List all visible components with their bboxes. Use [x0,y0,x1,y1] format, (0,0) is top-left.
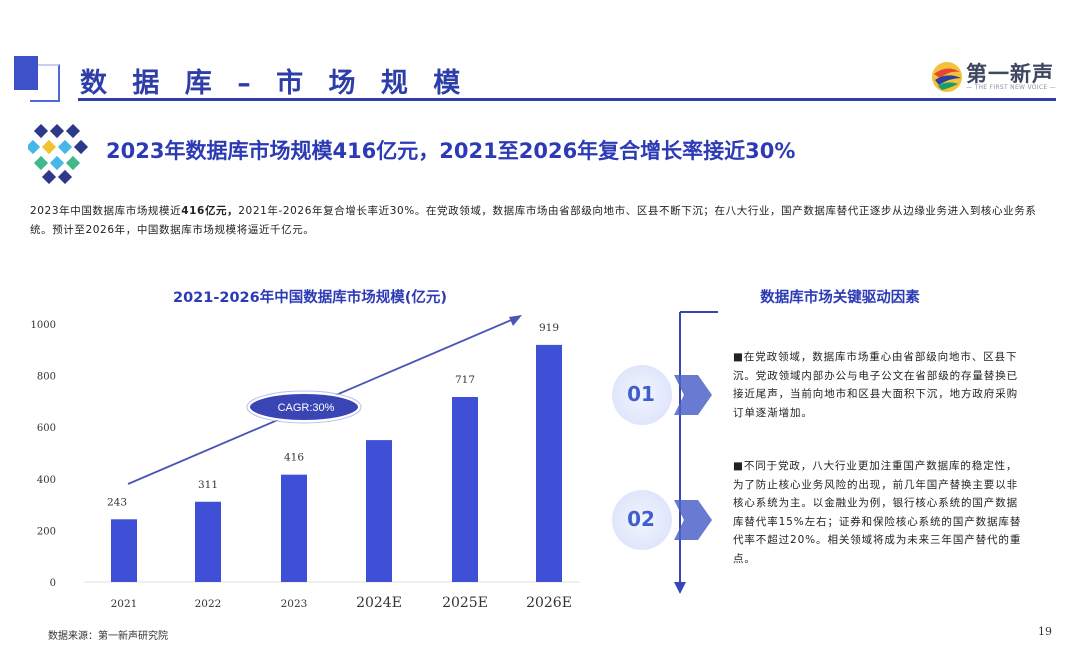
diamond-pattern-icon [28,124,89,184]
y-tick-label: 1000 [31,320,56,331]
data-source: 数据来源：第一新声研究院 [48,631,168,642]
x-tick-label: 2024E [356,595,402,611]
bar-2025E [452,397,478,582]
cagr-label: CAGR:30% [278,402,335,414]
bar-2023 [281,474,307,582]
headline: 2023年数据库市场规模416亿元，2021至2026年复合增长率接近30% [106,139,796,163]
y-tick-label: 800 [37,372,56,383]
cagr-badge-outline [246,390,362,424]
page-title: 数 据 库 – 市 场 规 模 [80,68,469,99]
x-tick-label: 2026E [526,595,572,611]
chart-title: 2021-2026年中国数据库市场规模(亿元) [173,290,447,306]
summary-text-2: 2021年-2026年复合增长率近30%。在党政领域，数据库市场由省部级向地市、… [30,205,1037,236]
data-label: 919 [539,322,559,334]
drivers-timeline [612,311,718,594]
cagr-badge [248,392,360,422]
y-tick-label: 0 [50,578,56,589]
data-label: 243 [107,496,127,508]
bar-2026E [536,344,562,582]
data-label: 416 [284,452,304,464]
x-tick-label: 2021 [111,598,138,610]
logo-name: 第一新声 [966,62,1054,86]
summary-text-1: 2023年中国数据库市场规模近 [30,205,182,217]
data-label: 717 [455,374,475,386]
trend-arrow-head [509,315,522,326]
page-number: 19 [1038,625,1052,638]
x-tick-label: 2022 [195,598,222,610]
x-tick-label: 2023 [281,598,308,610]
driver-number-01: 01 [627,382,655,406]
summary-paragraph: 2023年中国数据库市场规模近416亿元，2021年-2026年复合增长率近30… [30,202,1052,240]
bar-2024E [366,440,392,582]
driver-number-02: 02 [627,507,655,531]
logo-swirl-icon [932,62,962,92]
y-tick-label: 200 [37,526,56,537]
drivers-title: 数据库市场关键驱动因素 [760,290,920,306]
y-tick-label: 600 [37,423,56,434]
title-underline [78,98,1056,101]
bar-2021 [111,519,137,582]
title-decoration-block [14,56,38,90]
summary-highlight: 416亿元， [181,205,239,217]
brand-logo: 第一新声 — THE FIRST NEW VOICE — [930,58,1060,98]
bar-2022 [195,501,221,582]
y-tick-label: 400 [37,475,56,486]
logo-tagline: — THE FIRST NEW VOICE — [966,84,1056,91]
data-label: 311 [198,479,218,491]
market-size-bar-chart: 0 200 400 600 800 1000 243 2021 311 2022 416 2023 20… [31,315,580,611]
driver-text-02: ■不同于党政，八大行业更加注重国产数据库的稳定性，为了防止核心业务风险的出现，前… [733,460,1022,565]
driver-text-01: ■在党政领域，数据库市场重心由省部级向地市、区县下沉。党政领域内部办公与电子公文… [733,351,1018,419]
title-decoration-outline [30,64,60,102]
x-tick-label: 2025E [442,595,488,611]
